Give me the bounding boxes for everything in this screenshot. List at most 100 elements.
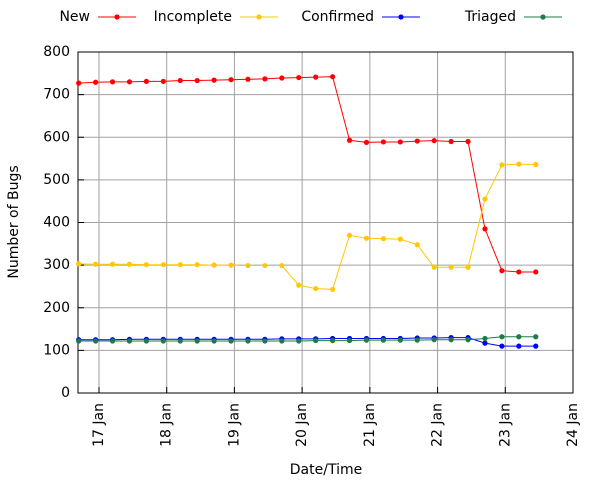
data-point — [177, 77, 183, 84]
data-point — [363, 235, 370, 241]
data-point — [143, 338, 149, 344]
y-tick-label: 400 — [43, 215, 70, 231]
data-point — [296, 338, 302, 344]
data-point — [330, 74, 336, 80]
data-point — [160, 78, 166, 85]
data-point — [482, 196, 488, 202]
y-tick-label: 600 — [43, 129, 70, 145]
data-point — [516, 269, 522, 275]
data-point — [228, 338, 234, 344]
data-point — [279, 75, 285, 81]
data-point — [380, 337, 386, 343]
data-point — [93, 79, 99, 85]
x-axis-label: Date/Time — [290, 462, 362, 478]
data-point — [279, 262, 285, 269]
legend-swatch-dot — [398, 14, 404, 20]
data-point — [245, 338, 251, 344]
x-tick-label: 21 Jan — [362, 403, 378, 447]
data-point — [313, 74, 319, 80]
data-point — [346, 137, 353, 143]
legend-label: Triaged — [464, 9, 516, 25]
data-point — [330, 337, 336, 344]
data-point — [177, 262, 183, 268]
data-point — [126, 261, 133, 267]
data-point — [194, 338, 200, 344]
data-point — [313, 337, 319, 344]
data-point — [431, 337, 437, 343]
data-point — [211, 338, 217, 344]
data-point — [431, 138, 437, 144]
x-tick-label: 17 Jan — [91, 403, 107, 447]
data-point — [380, 139, 386, 145]
data-point — [448, 264, 454, 270]
data-point — [516, 334, 522, 340]
data-point — [262, 76, 268, 82]
x-tick-label: 22 Jan — [430, 403, 446, 447]
data-point — [76, 338, 82, 344]
data-point — [160, 262, 166, 268]
data-point — [482, 335, 488, 342]
data-point — [177, 338, 183, 344]
data-point — [126, 79, 133, 85]
data-point — [516, 343, 522, 349]
data-point — [296, 282, 302, 288]
data-point — [109, 338, 116, 344]
data-point — [482, 340, 488, 346]
data-point — [346, 232, 353, 238]
y-tick-label: 700 — [43, 87, 70, 103]
data-point — [499, 334, 505, 340]
x-tick-label: 18 Jan — [159, 403, 175, 447]
y-tick-label: 300 — [43, 257, 70, 273]
data-point — [414, 138, 420, 144]
data-point — [262, 338, 268, 344]
data-point — [363, 337, 370, 343]
data-point — [194, 262, 200, 268]
series-line — [78, 336, 536, 342]
data-point — [143, 78, 149, 85]
legend-swatch-dot — [540, 14, 546, 20]
data-point — [262, 262, 268, 269]
y-tick-label: 100 — [43, 342, 70, 358]
series-line — [78, 163, 536, 290]
data-point — [533, 334, 539, 340]
data-point — [93, 261, 99, 267]
data-point — [279, 338, 285, 344]
data-point — [482, 226, 488, 232]
y-tick-label: 200 — [43, 300, 70, 316]
data-point — [397, 337, 403, 343]
data-point — [397, 139, 403, 145]
data-point — [516, 161, 522, 167]
x-tick-label: 24 Jan — [565, 403, 581, 447]
data-point — [143, 262, 149, 268]
y-tick-label: 800 — [43, 44, 70, 60]
data-point — [160, 338, 166, 344]
x-tick-label: 20 Jan — [294, 403, 310, 447]
series-line — [78, 76, 536, 273]
data-point — [296, 74, 302, 81]
data-point — [465, 337, 471, 343]
data-point — [245, 76, 251, 82]
data-point — [109, 261, 116, 267]
data-point — [109, 79, 116, 85]
data-point — [448, 337, 454, 343]
data-point — [533, 161, 539, 168]
legend-swatch-dot — [114, 14, 120, 20]
data-point — [397, 236, 403, 242]
data-point — [76, 261, 82, 267]
legend-label: Incomplete — [154, 9, 232, 25]
data-point — [465, 138, 471, 145]
y-tick-label: 500 — [43, 172, 70, 188]
y-axis-label: Number of Bugs — [6, 165, 22, 278]
data-point — [414, 242, 420, 248]
data-point — [126, 338, 133, 344]
y-tick-label: 0 — [61, 385, 70, 401]
legend-swatch-dot — [256, 14, 262, 20]
legend-label: Confirmed — [301, 9, 374, 25]
x-tick-label: 23 Jan — [497, 403, 513, 447]
data-point — [431, 264, 437, 270]
plot-frame — [77, 51, 574, 394]
data-point — [228, 262, 234, 268]
data-point — [533, 343, 539, 349]
data-point — [194, 77, 200, 84]
